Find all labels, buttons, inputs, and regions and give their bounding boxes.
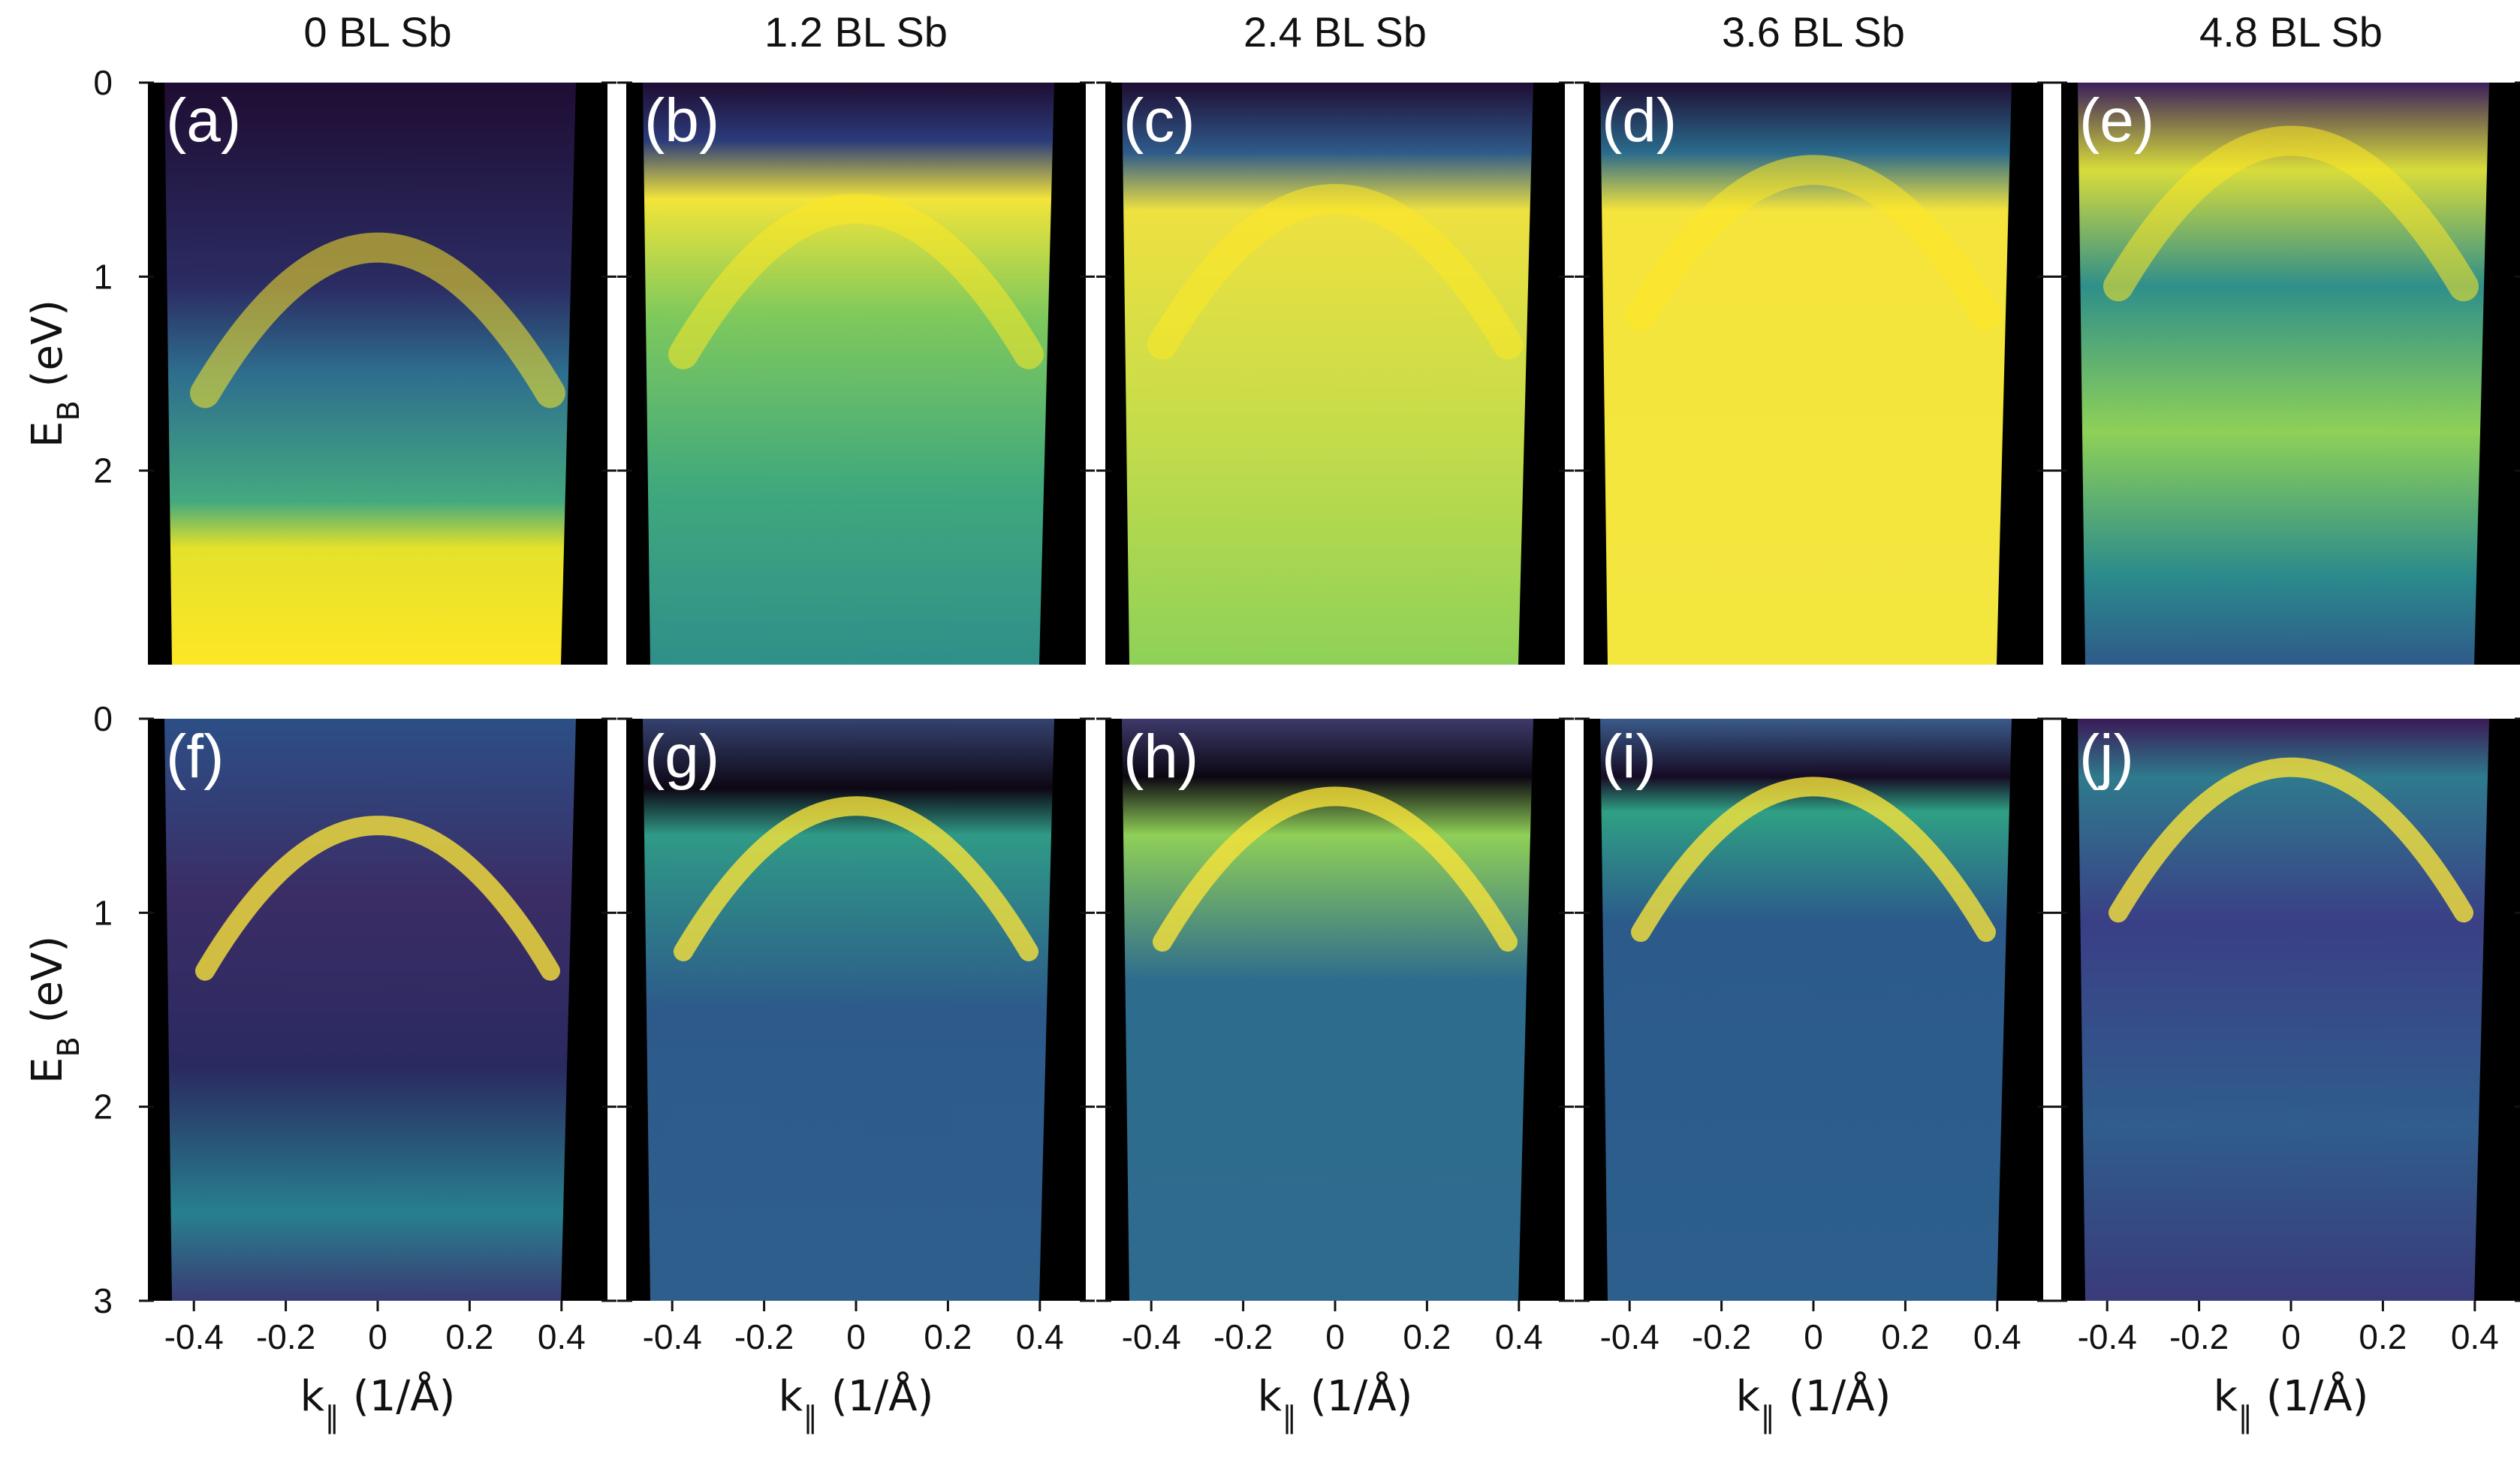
band-dispersion — [195, 816, 560, 981]
y-tick-label: 0 — [93, 63, 113, 102]
x-tick-label: 0.2 — [1881, 1317, 1929, 1356]
panel-label: (f) — [166, 722, 224, 791]
intensity-map — [2078, 719, 2489, 1301]
intensity-map — [643, 83, 1054, 665]
x-axis-label: k∥ (1/Å) — [2214, 1371, 2369, 1435]
x-tick-label: 0.2 — [445, 1317, 493, 1356]
panel-i: (i) — [1584, 719, 2043, 1301]
panel-label: (g) — [644, 722, 719, 791]
column-title: 3.6 BL Sb — [1722, 8, 1905, 56]
panel-label: (i) — [1602, 722, 1656, 791]
intensity-map — [1122, 83, 1533, 665]
x-tick-label: -0.2 — [2169, 1317, 2229, 1356]
panel-j: (j) — [2061, 719, 2520, 1301]
x-tick-label: -0.2 — [734, 1317, 794, 1356]
y-tick-label: 2 — [93, 451, 113, 490]
panel-f: (f) — [148, 719, 607, 1301]
x-tick-label: 0.2 — [2359, 1317, 2407, 1356]
band-dispersion — [1626, 155, 2001, 330]
y-tick-label: 2 — [93, 1087, 113, 1127]
column-title: 1.2 BL Sb — [764, 8, 948, 56]
x-tick-label: 0 — [1325, 1317, 1345, 1356]
band-dispersion — [2109, 757, 2473, 923]
y-tick-label: 0 — [93, 699, 113, 738]
column-title: 0 BL Sb — [303, 8, 451, 56]
x-tick-label: 0.2 — [1403, 1317, 1451, 1356]
x-tick-label: -0.4 — [643, 1317, 702, 1356]
band-dispersion — [1147, 184, 1523, 360]
x-axis-label: k∥ (1/Å) — [1736, 1371, 1892, 1435]
band-dispersion — [668, 193, 1044, 370]
panel-label: (e) — [2079, 86, 2154, 155]
panel-h: (h) — [1105, 719, 1565, 1301]
band-dispersion — [1631, 777, 1996, 943]
panel-label: (j) — [2079, 722, 2134, 791]
x-tick-label: -0.4 — [1600, 1317, 1659, 1356]
y-axis-label: EB (eV) — [23, 300, 86, 448]
x-tick-label: 0.4 — [1016, 1317, 1064, 1356]
panel-label: (b) — [644, 86, 719, 155]
x-tick-label: 0.4 — [1495, 1317, 1543, 1356]
x-tick-label: 0 — [1804, 1317, 1823, 1356]
x-tick-label: 0.2 — [924, 1317, 972, 1356]
band-dispersion — [1153, 786, 1518, 952]
x-axis-label: k∥ (1/Å) — [300, 1371, 456, 1435]
x-tick-label: -0.2 — [256, 1317, 315, 1356]
y-axis-label: EB (eV) — [23, 936, 86, 1084]
intensity-map — [164, 719, 576, 1301]
intensity-map — [1600, 719, 2012, 1301]
band-dispersion — [190, 232, 565, 409]
x-tick-label: 0 — [846, 1317, 866, 1356]
band-dispersion — [674, 796, 1038, 961]
x-axis-label: k∥ (1/Å) — [1258, 1371, 1413, 1435]
x-tick-label: -0.2 — [1213, 1317, 1273, 1356]
x-tick-label: 0.4 — [2451, 1317, 2499, 1356]
x-axis-label: k∥ (1/Å) — [779, 1371, 934, 1435]
column-title: 2.4 BL Sb — [1243, 8, 1427, 56]
panel-label: (h) — [1123, 722, 1198, 791]
x-tick-label: -0.4 — [2078, 1317, 2137, 1356]
panel-b: (b) — [626, 83, 1086, 665]
panel-c: (c) — [1105, 83, 1565, 665]
column-title: 4.8 BL Sb — [2199, 8, 2383, 56]
panel-g: (g) — [626, 719, 1086, 1301]
x-tick-label: 0 — [2281, 1317, 2301, 1356]
y-tick-label: 1 — [93, 893, 113, 932]
panel-label: (c) — [1123, 86, 1195, 155]
x-tick-label: -0.4 — [1122, 1317, 1181, 1356]
y-tick-label: 3 — [93, 1281, 113, 1320]
band-dispersion — [2103, 125, 2479, 302]
intensity-map — [2078, 83, 2489, 665]
y-tick-label: 1 — [93, 257, 113, 296]
panel-a: (a) — [148, 83, 607, 665]
panel-label: (a) — [166, 86, 241, 155]
panel-d: (d) — [1584, 83, 2043, 665]
panel-e: (e) — [2061, 83, 2520, 665]
x-tick-label: 0 — [368, 1317, 387, 1356]
x-tick-label: -0.2 — [1692, 1317, 1751, 1356]
x-tick-label: 0.4 — [538, 1317, 586, 1356]
x-tick-label: 0.4 — [1973, 1317, 2021, 1356]
panel-label: (d) — [1602, 86, 1677, 155]
intensity-map — [164, 83, 576, 665]
x-tick-label: -0.4 — [164, 1317, 224, 1356]
